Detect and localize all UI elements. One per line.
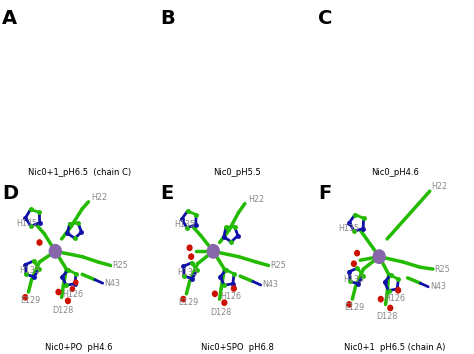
Circle shape	[388, 305, 392, 311]
Circle shape	[37, 240, 42, 245]
Text: R25: R25	[270, 261, 286, 270]
Text: B: B	[160, 9, 175, 28]
Text: Nic0_pH5.5: Nic0_pH5.5	[213, 168, 261, 177]
Text: R25: R25	[112, 261, 128, 270]
Circle shape	[373, 250, 385, 263]
Text: D128: D128	[53, 306, 74, 315]
Text: E129: E129	[345, 303, 365, 313]
Circle shape	[231, 286, 236, 291]
Text: H126: H126	[384, 294, 405, 303]
Text: Nic0+PO  pH4.6: Nic0+PO pH4.6	[46, 343, 113, 352]
Text: H135: H135	[338, 224, 359, 233]
Text: Nic0+SPO  pH6.8: Nic0+SPO pH6.8	[201, 343, 273, 352]
Circle shape	[212, 291, 217, 297]
Circle shape	[207, 245, 219, 258]
Circle shape	[378, 297, 383, 302]
Text: N43: N43	[262, 280, 278, 290]
Text: A: A	[2, 9, 18, 28]
Circle shape	[23, 295, 27, 300]
Text: N43: N43	[430, 282, 446, 291]
Circle shape	[347, 302, 352, 307]
Text: D128: D128	[376, 312, 398, 320]
Text: F: F	[318, 184, 331, 203]
Circle shape	[187, 245, 192, 251]
Circle shape	[352, 261, 356, 266]
Text: D: D	[2, 184, 18, 203]
Circle shape	[222, 300, 227, 305]
Text: H133: H133	[343, 275, 364, 284]
Circle shape	[396, 287, 401, 293]
Text: H22: H22	[91, 193, 108, 202]
Text: C: C	[318, 9, 332, 28]
Circle shape	[70, 287, 74, 291]
Circle shape	[181, 297, 186, 302]
Text: H133: H133	[177, 268, 198, 277]
Text: H126: H126	[220, 292, 241, 301]
Circle shape	[74, 280, 78, 285]
Circle shape	[56, 290, 61, 295]
Text: N43: N43	[104, 279, 120, 288]
Text: E129: E129	[179, 298, 199, 307]
Text: H22: H22	[431, 182, 447, 191]
Text: H22: H22	[248, 195, 264, 204]
Text: E129: E129	[20, 296, 41, 306]
Text: Nic0_pH4.6: Nic0_pH4.6	[371, 168, 419, 177]
Text: H135: H135	[16, 218, 37, 228]
Circle shape	[49, 245, 61, 258]
Text: H133: H133	[19, 266, 40, 275]
Circle shape	[189, 254, 193, 259]
Text: H135: H135	[174, 220, 195, 229]
Circle shape	[355, 251, 359, 256]
Text: Nic0+1_pH6.5  (chain C): Nic0+1_pH6.5 (chain C)	[27, 168, 131, 177]
Text: E: E	[160, 184, 173, 203]
Text: H126: H126	[62, 290, 83, 299]
Text: D128: D128	[210, 308, 232, 317]
Text: R25: R25	[435, 264, 450, 274]
Circle shape	[65, 298, 70, 304]
Text: Nic0+1  pH6.5 (chain A): Nic0+1 pH6.5 (chain A)	[344, 343, 446, 352]
